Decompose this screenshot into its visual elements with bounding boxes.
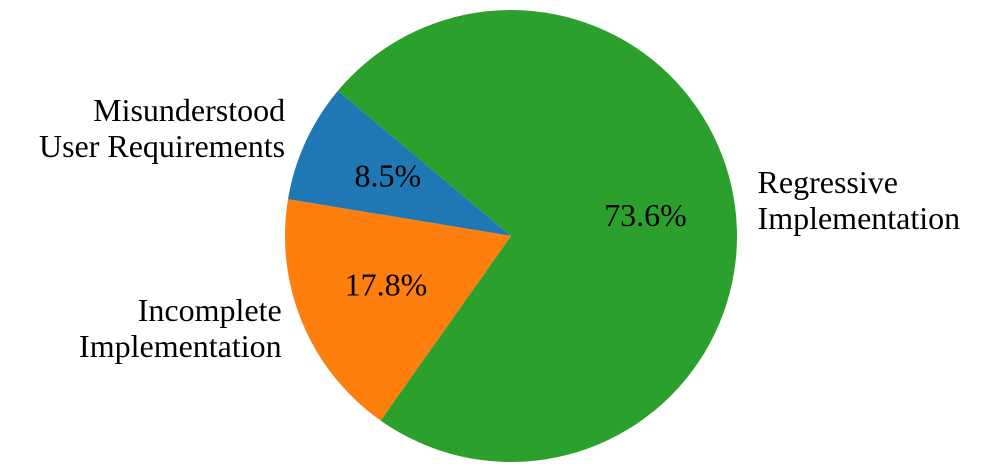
pie-slice <box>288 90 511 236</box>
slice-label: Incomplete Implementation <box>79 292 282 364</box>
pie-slice <box>285 199 511 421</box>
slice-label: Regressive Implementation <box>758 164 961 236</box>
value-label: 73.6% <box>604 197 687 233</box>
slice-label: Misunderstood User Requirements <box>39 93 285 165</box>
pie-slice <box>337 10 738 463</box>
value-label: 17.8% <box>345 267 428 303</box>
value-label: 8.5% <box>354 158 421 194</box>
